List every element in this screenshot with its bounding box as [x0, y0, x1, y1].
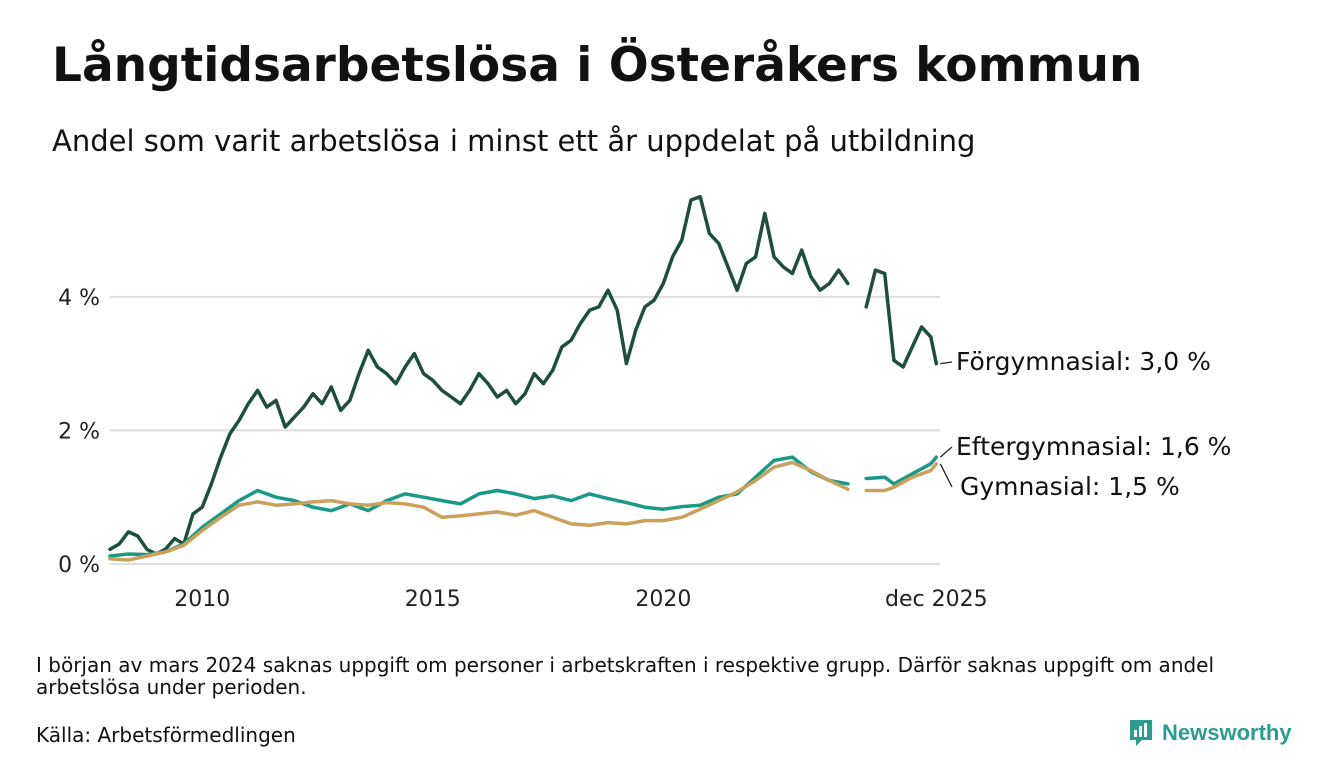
series-line-segment-1	[108, 194, 850, 556]
label-leader-line	[939, 463, 953, 488]
series-end-label: Eftergymnasial: 1,6 %	[956, 432, 1231, 461]
logo-icon	[1130, 720, 1152, 746]
x-tick-label: dec 2025	[885, 587, 988, 612]
page-subtitle: Andel som varit arbetslösa i minst ett å…	[52, 124, 976, 158]
newsworthy-logo: Newsworthy	[1128, 716, 1292, 750]
series-end-labels: Förgymnasial: 3,0 % Eftergymnasial: 1,6 %…	[939, 347, 1231, 501]
series-line-segment-1	[108, 460, 850, 562]
y-tick-label: 0 %	[58, 553, 100, 578]
y-tick-label: 4 %	[58, 286, 100, 311]
x-tick-label: 2015	[405, 587, 461, 612]
line-chart: 0 % 2 % 4 % 2010 2015 2020 dec 2025 Förgymnas…	[58, 194, 1231, 612]
x-tick-label: 2020	[635, 587, 691, 612]
logo-text: Newsworthy	[1162, 720, 1292, 745]
y-axis-labels: 0 % 2 % 4 %	[58, 286, 100, 578]
series-line-segment-2	[864, 268, 939, 369]
x-axis-labels: 2010 2015 2020 dec 2025	[174, 587, 987, 612]
series-end-label: Förgymnasial: 3,0 %	[956, 347, 1211, 376]
page-title: Långtidsarbetslösa i Österåkers kommun	[52, 38, 1143, 93]
label-leader-line	[940, 361, 953, 365]
series-line-segment-1	[108, 455, 850, 558]
series-lines	[108, 194, 939, 562]
x-tick-label: 2010	[174, 587, 230, 612]
series-line-segment-2	[864, 455, 939, 486]
series-förgymnasial	[108, 194, 939, 556]
source-credit: Källa: Arbetsförmedlingen	[36, 723, 296, 747]
series-end-label: Gymnasial: 1,5 %	[960, 472, 1180, 501]
series-line-segment-2	[864, 462, 939, 493]
y-tick-label: 2 %	[58, 419, 100, 444]
series-gymnasial	[108, 460, 939, 562]
label-leader-line	[939, 446, 953, 458]
footnote: I början av mars 2024 saknas uppgift om …	[36, 653, 1215, 699]
grid-lines	[110, 295, 940, 565]
